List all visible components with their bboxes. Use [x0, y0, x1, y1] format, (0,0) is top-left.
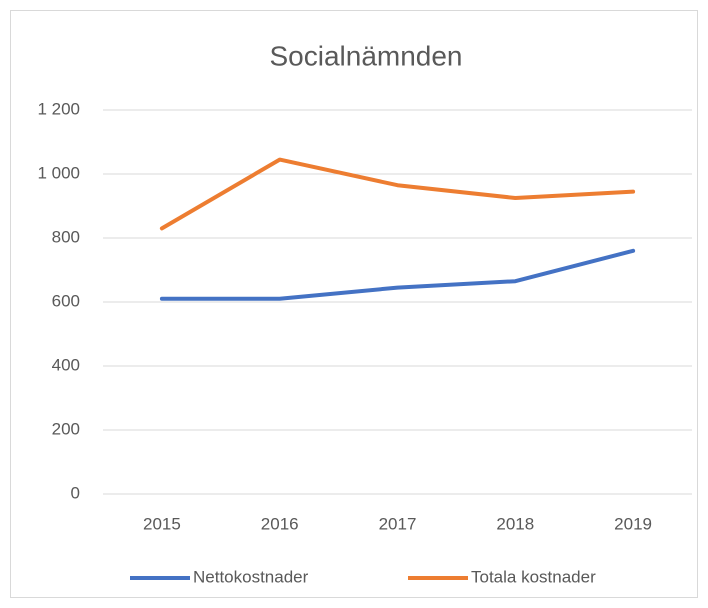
y-tick-label: 800 [52, 227, 80, 246]
x-tick-label: 2019 [614, 514, 652, 533]
y-tick-label: 0 [71, 483, 80, 502]
y-tick-label: 1 000 [37, 163, 80, 182]
y-tick-label: 1 200 [37, 99, 80, 118]
x-tick-label: 2015 [143, 514, 181, 533]
y-tick-label: 400 [52, 355, 80, 374]
legend-label: Nettokostnader [193, 567, 309, 586]
x-tick-label: 2017 [379, 514, 417, 533]
series-line [159, 157, 636, 231]
series-line [159, 248, 636, 301]
x-tick-label: 2016 [261, 514, 299, 533]
chart-frame [10, 10, 698, 598]
x-tick-label: 2018 [496, 514, 534, 533]
legend-label: Totala kostnader [471, 567, 596, 586]
y-tick-label: 200 [52, 419, 80, 438]
chart-title: Socialnämnden [269, 40, 462, 71]
y-tick-label: 600 [52, 291, 80, 310]
